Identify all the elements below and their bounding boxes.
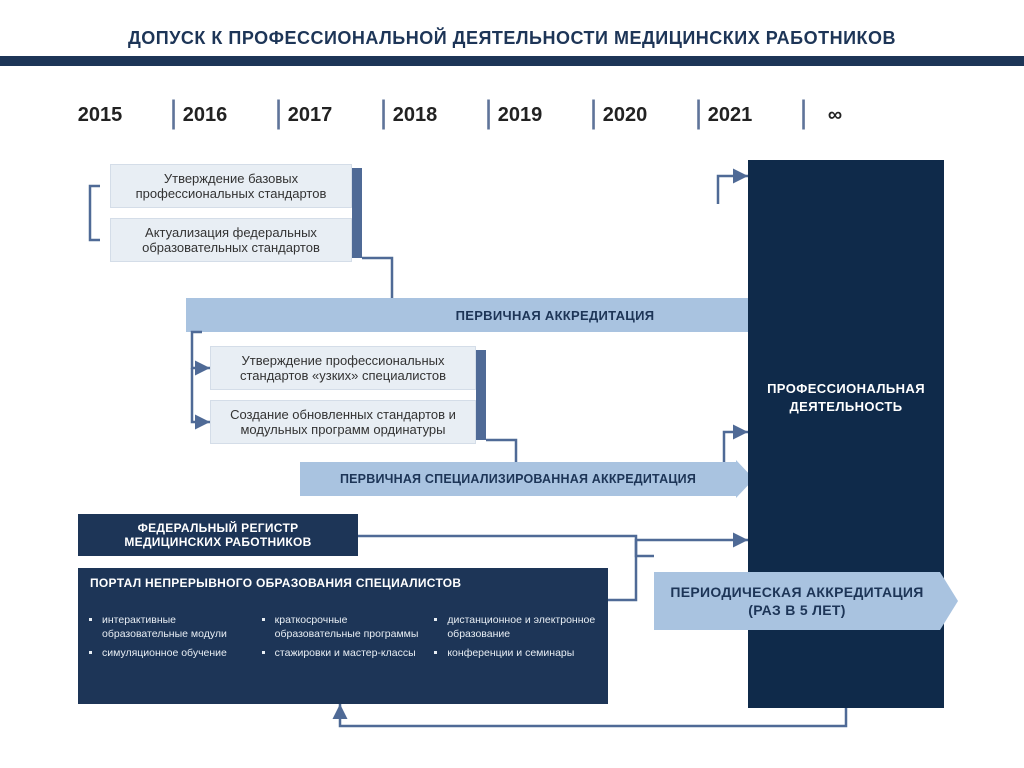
connectors	[0, 0, 1024, 768]
